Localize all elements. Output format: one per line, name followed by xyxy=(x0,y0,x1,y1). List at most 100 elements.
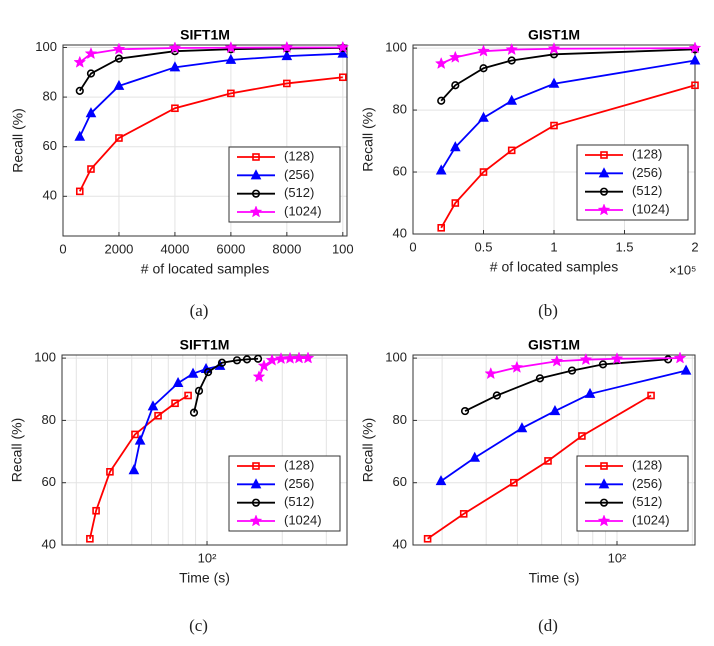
marker-square xyxy=(184,391,192,400)
marker-square xyxy=(154,411,162,420)
marker-circle xyxy=(599,498,609,507)
marker-square xyxy=(437,224,446,232)
y-tick-label: 100 xyxy=(34,350,56,365)
marker-circle xyxy=(460,406,470,416)
marker-circle xyxy=(114,54,124,63)
marker-square xyxy=(115,134,123,142)
y-tick-label: 80 xyxy=(393,412,407,427)
marker-circle xyxy=(479,64,488,73)
marker-triangle xyxy=(598,478,610,489)
y-tick-label: 80 xyxy=(43,89,57,104)
legend-label: (1024) xyxy=(632,512,670,527)
marker-square xyxy=(87,165,95,173)
y-tick-label: 60 xyxy=(393,163,407,178)
series-line xyxy=(440,48,696,102)
caption: (a) xyxy=(190,301,209,320)
marker-star xyxy=(280,40,294,53)
y-tick-label: 100 xyxy=(385,350,407,365)
chart-title: SIFT1M xyxy=(180,337,230,353)
marker-circle xyxy=(567,366,577,375)
marker-square xyxy=(75,187,84,196)
marker-star xyxy=(274,352,288,365)
marker-triangle xyxy=(85,107,97,118)
marker-square xyxy=(550,121,558,130)
marker-triangle xyxy=(478,111,489,122)
marker-square xyxy=(578,432,586,440)
marker-square xyxy=(600,462,608,470)
chart-title: GIST1M xyxy=(528,337,580,353)
series-line xyxy=(193,357,259,413)
legend-label: (512) xyxy=(632,183,662,198)
marker-star xyxy=(336,40,350,53)
marker-triangle xyxy=(435,475,447,486)
legend-label: (256) xyxy=(632,165,662,180)
legend-label: (128) xyxy=(284,457,314,472)
marker-triangle xyxy=(689,54,701,65)
chart-panel: 40 60 80 100 10² SIFT1M Time (s) Recall (%) (c) (… xyxy=(9,337,348,635)
y-tick-label: 100 xyxy=(35,39,57,54)
marker-circle xyxy=(492,391,501,400)
marker-triangle xyxy=(281,50,293,61)
marker-star xyxy=(510,360,524,373)
marker-square xyxy=(106,468,114,476)
marker-circle xyxy=(194,386,204,395)
marker-circle xyxy=(451,81,460,90)
y-axis-label: Recall (%) xyxy=(9,418,25,483)
legend: (128) (256) (512) (1024) xyxy=(576,144,689,221)
marker-star xyxy=(249,205,263,218)
marker-star xyxy=(265,353,279,366)
series-line xyxy=(89,394,189,539)
x-tick-label: 6000 xyxy=(216,241,245,256)
marker-circle xyxy=(599,187,609,196)
chart-panel: 40 60 80 100 0 0.5 1 1.5 2 GIST1M # of located sam… xyxy=(360,27,702,320)
plot-frame xyxy=(61,354,348,546)
marker-star xyxy=(283,351,297,364)
x-tick-label: 2000 xyxy=(104,241,133,256)
marker-star xyxy=(610,352,624,365)
marker-triangle xyxy=(449,141,461,152)
marker-triangle xyxy=(435,164,447,175)
marker-star xyxy=(477,44,490,57)
marker-star xyxy=(673,351,687,364)
marker-square xyxy=(600,151,608,159)
y-tick-label: 40 xyxy=(43,188,57,203)
marker-square xyxy=(544,457,552,465)
x-tick-label: 8000 xyxy=(272,241,301,256)
x-tick-label: 10² xyxy=(608,550,627,565)
marker-circle xyxy=(217,358,227,367)
marker-triangle xyxy=(74,130,86,141)
y-tick-label: 40 xyxy=(393,536,407,551)
y-axis-label: Recall (%) xyxy=(360,107,376,172)
legend-label: (128) xyxy=(284,148,314,163)
legend-box xyxy=(576,455,689,532)
marker-star xyxy=(448,50,462,63)
marker-square xyxy=(423,534,432,543)
marker-circle xyxy=(251,189,261,198)
x-tick-label: 2 xyxy=(691,239,698,254)
legend-label: (256) xyxy=(632,476,662,491)
marker-square xyxy=(252,462,260,470)
marker-triangle xyxy=(172,376,184,388)
series-line xyxy=(427,394,652,540)
x-tick-label: 1 xyxy=(550,239,557,254)
marker-circle xyxy=(232,356,242,365)
marker-triangle xyxy=(113,79,125,90)
legend-box xyxy=(576,144,689,221)
y-tick-label: 80 xyxy=(393,102,407,117)
legend-box xyxy=(228,455,341,532)
marker-square xyxy=(479,168,488,176)
marker-triangle xyxy=(680,364,692,375)
x-tick-label: 1.5 xyxy=(615,239,633,254)
caption: (c) xyxy=(189,616,208,635)
y-tick-label: 100 xyxy=(385,40,407,55)
y-tick-label: 60 xyxy=(43,138,57,153)
marker-circle xyxy=(251,498,261,507)
marker-star xyxy=(112,42,126,55)
marker-square xyxy=(92,506,100,515)
marker-star xyxy=(688,41,702,54)
plot-frame xyxy=(412,354,696,546)
marker-triangle xyxy=(250,478,262,489)
x-tick-label: 100 xyxy=(332,241,354,256)
marker-star xyxy=(73,55,87,68)
